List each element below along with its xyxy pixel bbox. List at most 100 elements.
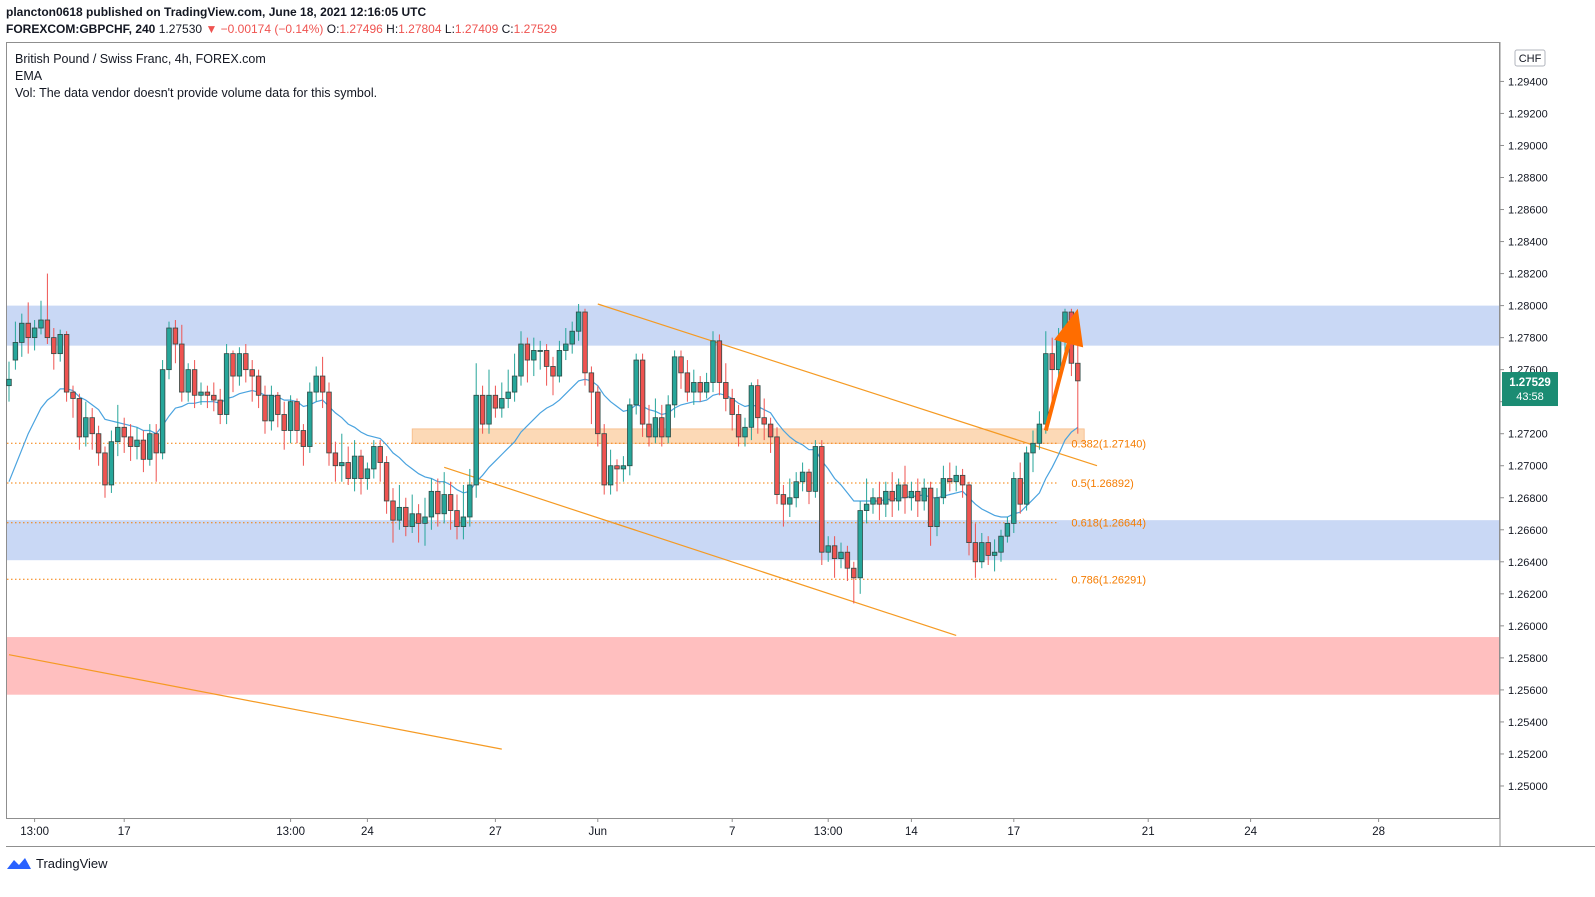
legend-volume: Vol: The data vendor doesn't provide vol… — [15, 86, 378, 100]
candle-body — [454, 510, 460, 527]
tradingview-logo[interactable]: TradingView — [6, 855, 108, 871]
x-tick-label: 13:00 — [814, 826, 843, 838]
candle — [479, 385, 486, 434]
candle — [1017, 462, 1023, 514]
candle-body — [652, 417, 659, 438]
candle — [799, 462, 806, 492]
candle-body — [838, 551, 844, 559]
candle — [268, 385, 275, 431]
y-tick-label: 1.26800 — [1508, 493, 1548, 505]
candle — [492, 385, 499, 418]
candle-body — [831, 545, 838, 559]
candle-body — [198, 391, 204, 396]
candle-body — [249, 369, 255, 377]
trendline — [597, 303, 1098, 467]
y-tick-label: 1.25400 — [1508, 717, 1548, 729]
candle — [127, 424, 134, 461]
arrow-layer — [1043, 308, 1084, 432]
candle-body — [460, 516, 467, 527]
trendlines-layer — [8, 303, 1098, 750]
candle-body — [665, 404, 671, 438]
x-tick-label: 17 — [118, 826, 131, 838]
fib-label: 0.618(1.26644) — [1071, 518, 1146, 530]
candle-body — [307, 391, 313, 447]
candle — [185, 363, 191, 402]
y-tick-label: 1.25000 — [1508, 781, 1548, 793]
candle — [787, 478, 793, 517]
candle-body — [223, 353, 230, 415]
symbol-label: FOREXCOM:GBPCHF, 240 — [6, 22, 156, 36]
candle — [300, 424, 307, 466]
candle — [915, 478, 921, 517]
candle-body — [511, 375, 518, 393]
candle — [684, 360, 691, 402]
candle — [806, 468, 812, 505]
chart-header: plancton0618 published on TradingView.co… — [6, 4, 557, 38]
candle-body — [262, 394, 268, 422]
candle — [287, 395, 294, 444]
candle — [198, 382, 204, 405]
low-label: L: — [444, 22, 455, 36]
candle-body — [908, 490, 915, 499]
candle — [793, 472, 799, 508]
candle-body — [294, 401, 300, 431]
candle — [953, 465, 959, 492]
candle — [57, 329, 63, 362]
zone-demand — [7, 637, 1499, 695]
symbol-quote-line: FOREXCOM:GBPCHF, 240 1.27530 ▼ −0.00174 … — [6, 21, 557, 38]
candle — [383, 456, 390, 514]
candle-body — [191, 369, 198, 396]
candle-body — [851, 567, 857, 579]
candle-body — [377, 446, 383, 463]
price-axis[interactable]: 1.29400 1.29200 1.29000 1.28800 1.28600 1.284… — [1500, 76, 1548, 793]
candle — [159, 360, 166, 460]
candle — [390, 488, 396, 543]
close-label: C: — [501, 22, 514, 36]
candle-body — [627, 404, 633, 467]
candle — [31, 320, 38, 351]
candle-body — [1023, 452, 1030, 505]
candle — [537, 340, 543, 370]
candle — [883, 481, 889, 517]
candle-body — [287, 401, 294, 431]
candle-body — [447, 494, 454, 511]
candle — [134, 427, 140, 460]
candle-body — [364, 468, 371, 479]
candle-body — [313, 375, 319, 393]
candle — [255, 369, 262, 409]
candle-body — [607, 465, 614, 486]
candle-body — [588, 372, 595, 393]
candle — [588, 366, 595, 425]
candle — [531, 337, 537, 377]
publisher-line: plancton0618 published on TradingView.co… — [6, 5, 427, 19]
x-tick-label: 13:00 — [276, 826, 305, 838]
candle-body — [6, 378, 12, 387]
zone-resistance — [7, 305, 1499, 346]
candle — [396, 484, 403, 530]
candle — [863, 478, 870, 524]
candle — [697, 376, 703, 402]
candle-body — [550, 366, 556, 377]
candle-body — [44, 319, 51, 339]
candle — [934, 488, 940, 537]
candle — [972, 523, 979, 578]
candle — [313, 366, 319, 402]
candle-body — [153, 433, 159, 454]
candle-body — [467, 484, 473, 518]
last-price-badge: 1.27529 43:58 — [1502, 372, 1558, 407]
legend-ema: EMA — [15, 69, 43, 83]
candle-body — [684, 372, 691, 393]
time-axis[interactable]: 13:00 17 13:00 24 27 Jun 7 13:00 14 17 21 24 28 — [20, 818, 1385, 838]
candle-body — [185, 369, 191, 393]
open-value: 1.27496 — [339, 22, 383, 36]
candle-body — [646, 423, 652, 438]
candle — [70, 385, 76, 418]
candle-body — [1017, 478, 1023, 505]
candle — [505, 369, 511, 409]
candle-body — [1055, 337, 1062, 371]
candle — [735, 404, 742, 447]
candle-body — [76, 398, 83, 438]
y-tick-label: 1.26000 — [1508, 621, 1548, 633]
candle — [595, 385, 601, 447]
